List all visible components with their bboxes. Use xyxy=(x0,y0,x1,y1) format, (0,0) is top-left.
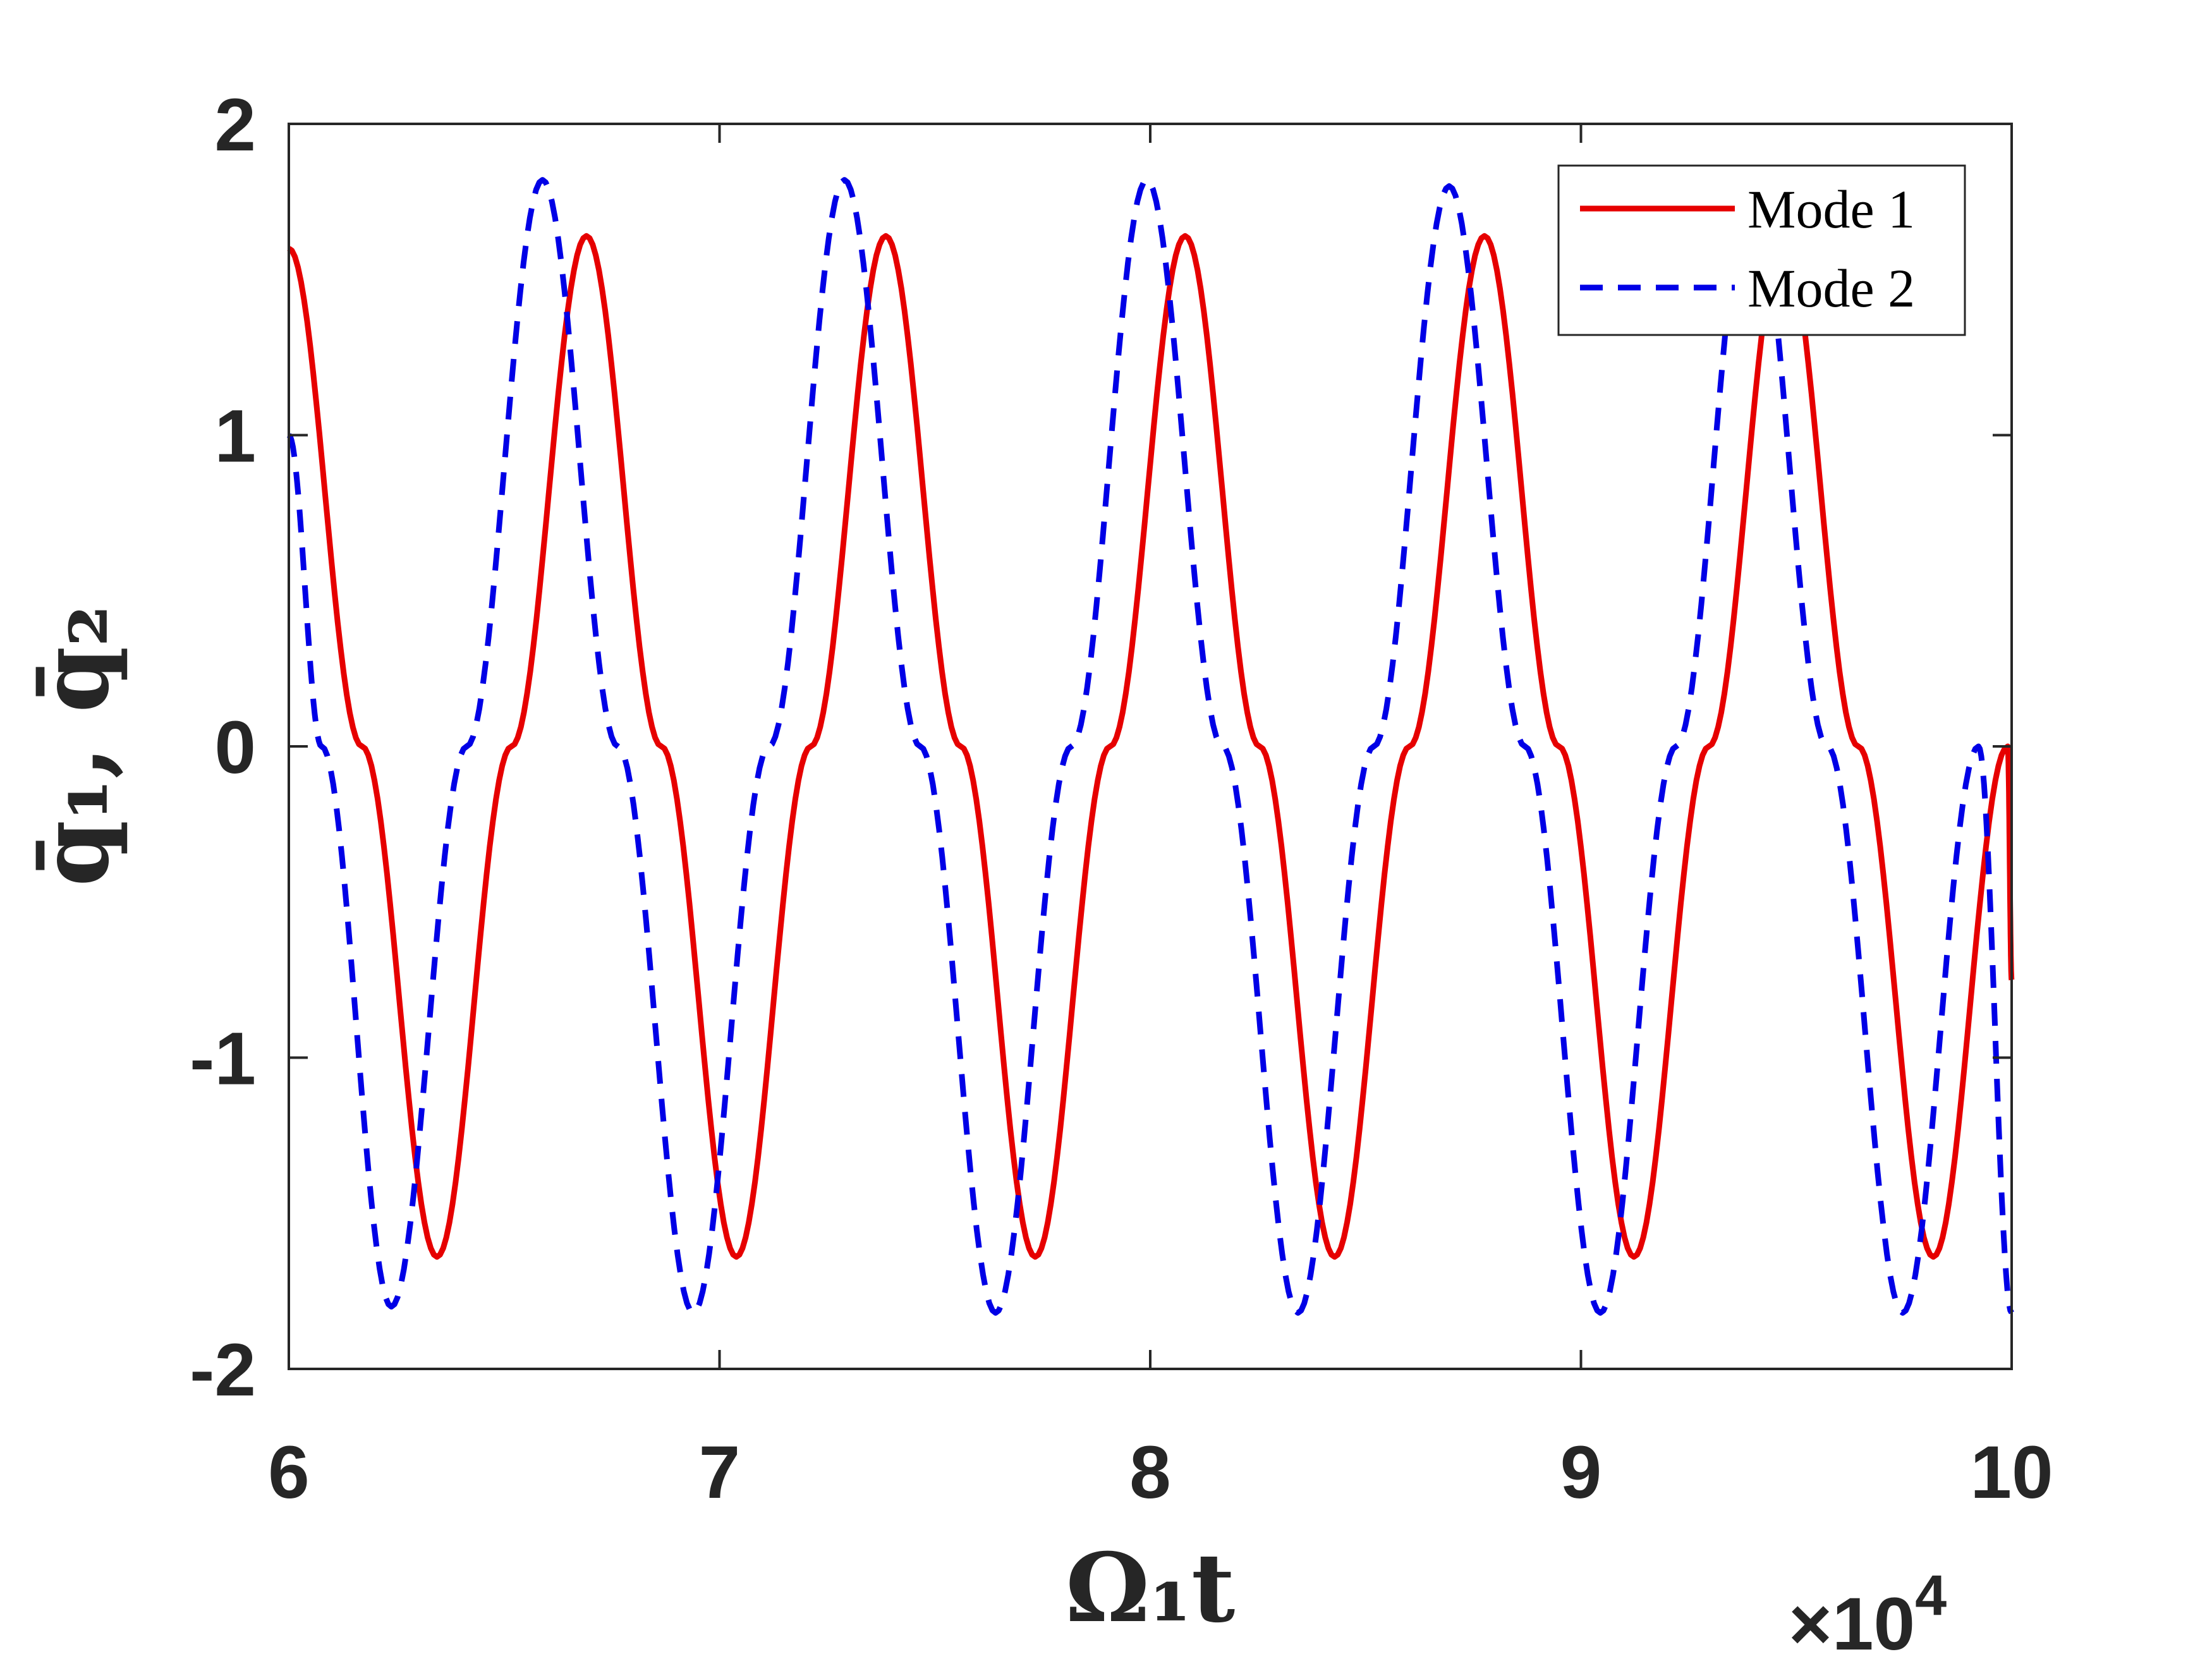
legend[interactable]: Mode 1 Mode 2 xyxy=(1557,164,1966,336)
x-tick-label: 6 xyxy=(268,1431,310,1514)
y-axis-label: q̄₁, q̄₂ xyxy=(19,605,130,887)
x-tick-label: 10 xyxy=(1970,1431,2053,1514)
legend-label-mode-1: Mode 1 xyxy=(1747,179,1915,240)
y-tick-label: -2 xyxy=(190,1328,256,1412)
legend-label-mode-2: Mode 2 xyxy=(1747,258,1915,319)
x-axis-exponent-power: 4 xyxy=(1915,1564,1947,1627)
y-tick-label: 1 xyxy=(214,395,256,478)
y-tick-label: 2 xyxy=(214,83,256,167)
x-tick-label: 9 xyxy=(1560,1431,1602,1514)
x-axis-label: Ω₁t xyxy=(1066,1533,1236,1644)
y-tick-label: -1 xyxy=(190,1018,256,1101)
x-axis-exponent: ×104 xyxy=(1789,1564,1947,1659)
x-axis-exponent-base: ×10 xyxy=(1789,1583,1915,1659)
legend-box xyxy=(1557,164,1966,336)
x-tick-label: 8 xyxy=(1129,1431,1171,1514)
x-tick-label: 7 xyxy=(699,1431,741,1514)
y-tick-label: 0 xyxy=(214,706,256,789)
series-line-mode-2 xyxy=(286,177,2014,1316)
